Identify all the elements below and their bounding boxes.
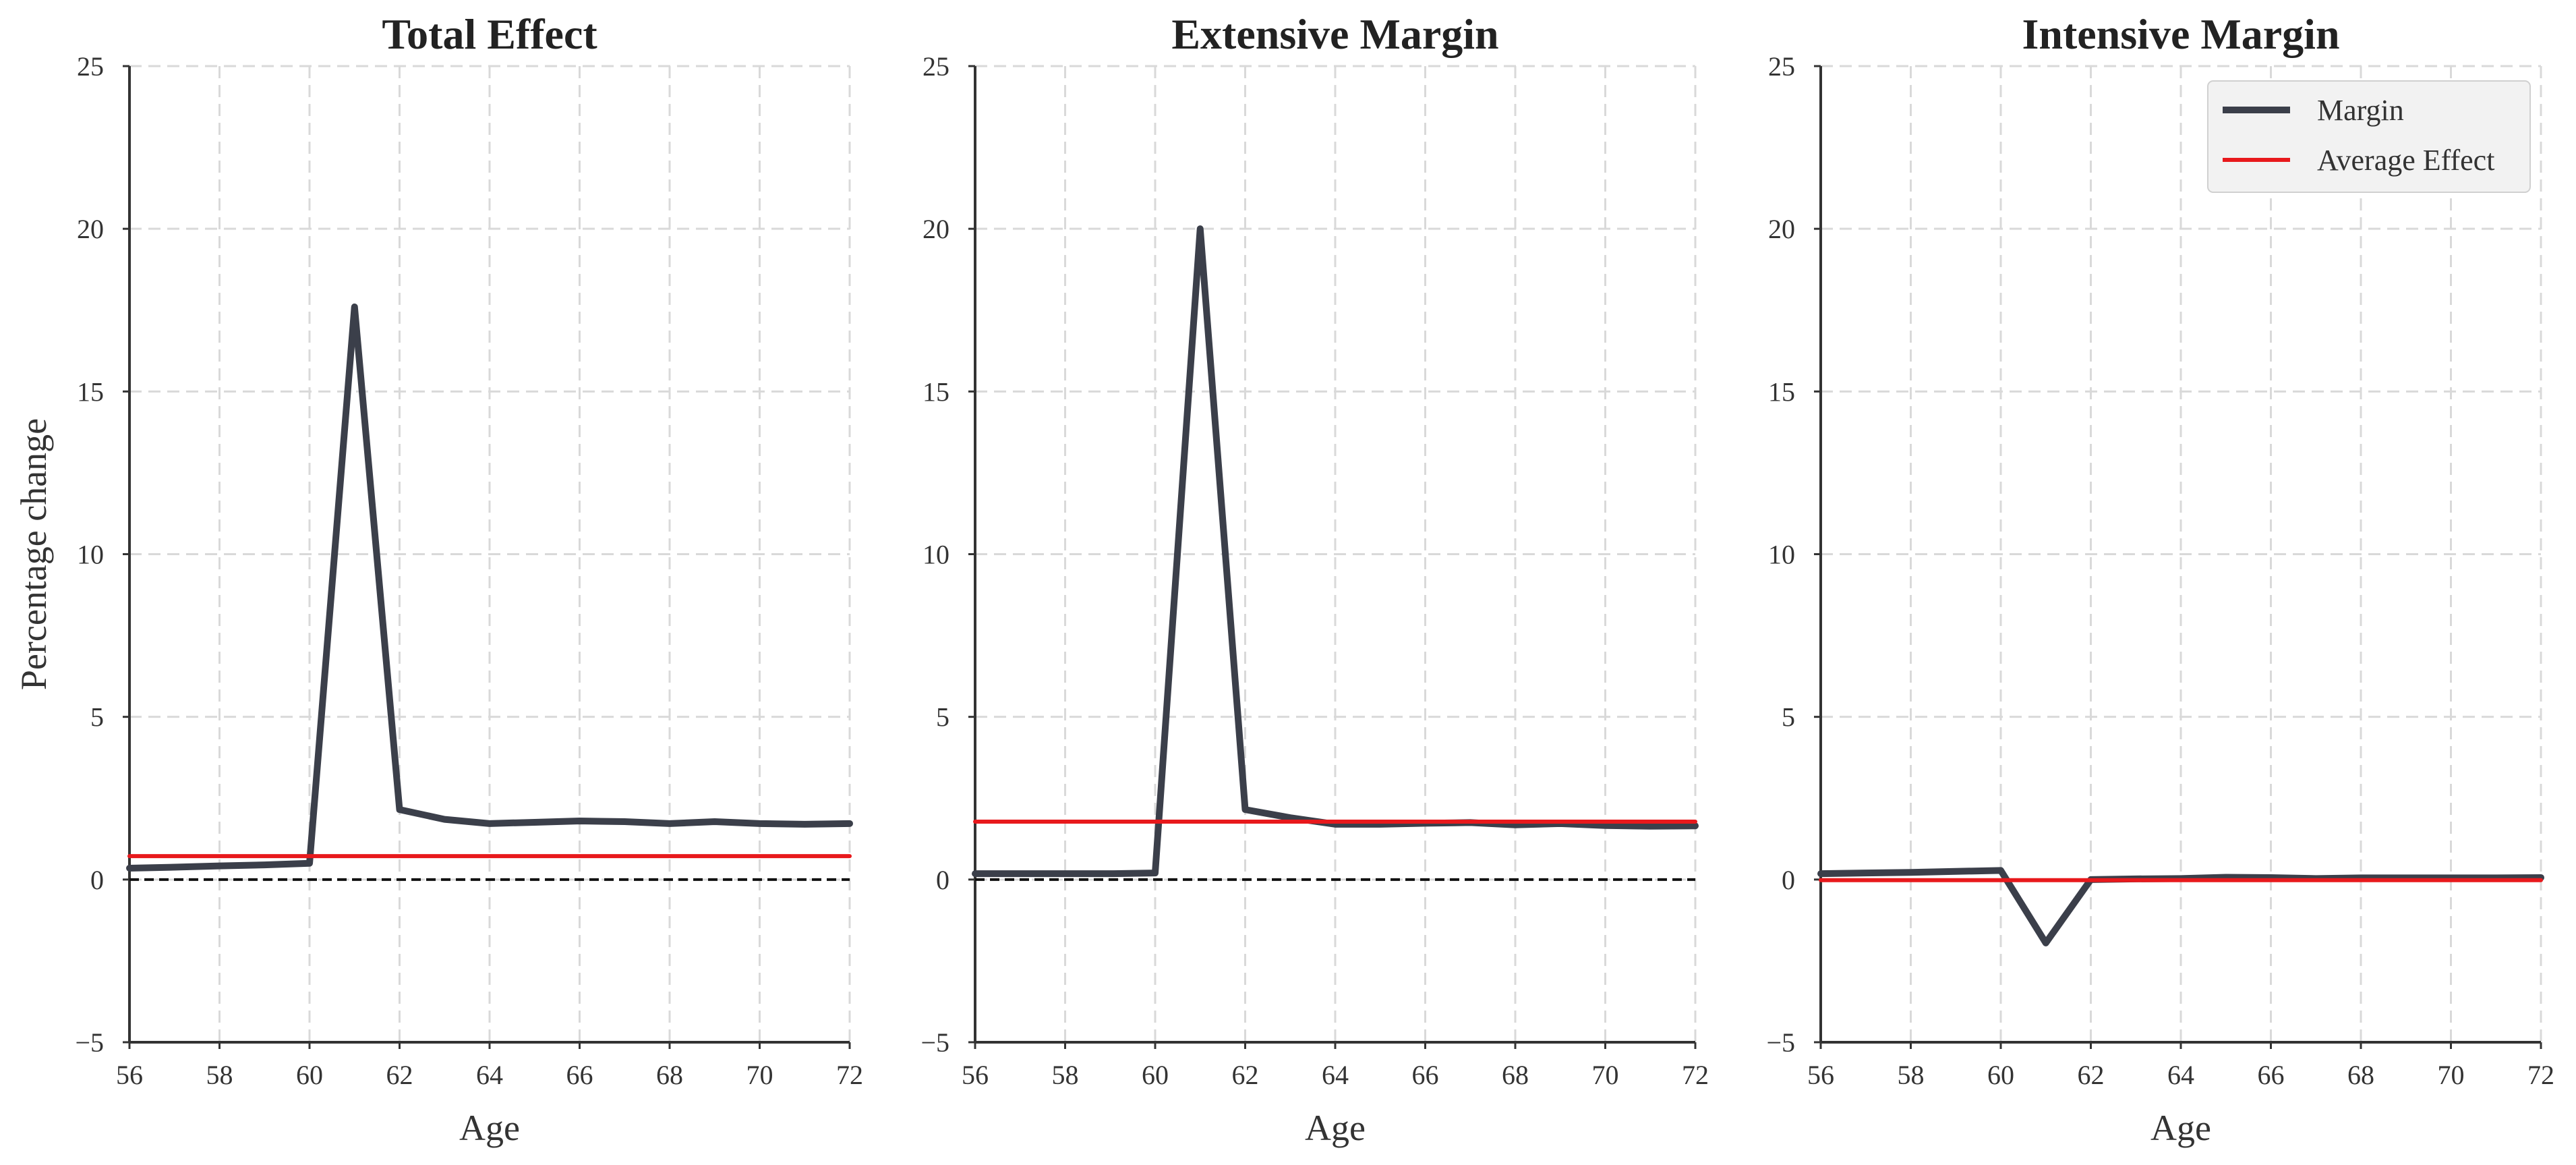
y-tick-label: 5	[1782, 702, 1795, 733]
y-tick-label: 15	[923, 376, 949, 407]
y-axis-label: Percentage change	[13, 418, 54, 690]
y-tick-label: −5	[1766, 1027, 1795, 1058]
y-tick-label: −5	[75, 1027, 104, 1058]
chart-panel-3: Intensive Margin 56 58 60 62 64 66 68 70 72 −5 0 5 10…	[1766, 10, 2554, 1148]
x-tick-label: 64	[1322, 1060, 1349, 1090]
y-tick-label: 10	[1768, 540, 1795, 570]
x-tick-label: 72	[836, 1060, 863, 1090]
y-tick-label: −5	[920, 1027, 949, 1058]
x-tick-label: 70	[2438, 1060, 2465, 1090]
x-tick-label: 64	[476, 1060, 503, 1090]
x-tick-label: 56	[116, 1060, 143, 1090]
x-tick-label: 58	[206, 1060, 233, 1090]
series-group	[1817, 867, 2544, 946]
y-tick-label: 0	[936, 865, 949, 895]
panel-title: Extensive Margin	[1171, 10, 1498, 58]
y-tick-label: 10	[923, 540, 949, 570]
x-tick-label: 56	[962, 1060, 989, 1090]
x-tick-label: 64	[2167, 1060, 2194, 1090]
grid	[128, 65, 851, 1044]
x-tick-label: 66	[1412, 1060, 1439, 1090]
series-group	[972, 225, 1699, 878]
chart-panel-2: Extensive Margin 56 58 60 62 64 66 68 70 72 −5 0 5 10…	[920, 10, 1709, 1148]
x-axis-label: Age	[459, 1108, 520, 1148]
y-tick-label: 5	[90, 702, 104, 733]
chart-panel-1: Total Effect 56 58 60 62 64 66 68 70 72 −5 0 5 10 15 20…	[13, 10, 863, 1148]
x-axis-label: Age	[2150, 1108, 2211, 1148]
panel-title: Intensive Margin	[2022, 10, 2339, 58]
x-tick-label: 68	[656, 1060, 683, 1090]
x-tick-label: 66	[566, 1060, 593, 1090]
y-tick-label: 25	[1768, 51, 1795, 82]
legend-label: Margin	[2317, 94, 2404, 127]
x-tick-label: 70	[747, 1060, 773, 1090]
x-tick-label: 72	[2527, 1060, 2554, 1090]
series-group	[126, 303, 853, 872]
y-tick-label: 20	[1768, 214, 1795, 244]
series-line-margin	[972, 225, 1699, 878]
x-tick-label: 60	[1987, 1060, 2014, 1090]
grid	[1819, 65, 2542, 1044]
series-line-margin	[126, 303, 853, 872]
x-tick-label: 68	[2347, 1060, 2374, 1090]
legend-label: Average Effect	[2317, 144, 2494, 177]
x-tick-label: 62	[1232, 1060, 1259, 1090]
panels-container: Total Effect 56 58 60 62 64 66 68 70 72 −5 0 5 10 15 20…	[13, 10, 2554, 1148]
x-tick-label: 70	[1592, 1060, 1619, 1090]
y-tick-label: 15	[1768, 376, 1795, 407]
y-tick-label: 5	[936, 702, 949, 733]
y-tick-label: 20	[923, 214, 949, 244]
x-tick-label: 60	[296, 1060, 323, 1090]
x-tick-label: 62	[2078, 1060, 2105, 1090]
x-tick-label: 60	[1142, 1060, 1169, 1090]
x-tick-label: 58	[1052, 1060, 1079, 1090]
y-tick-label: 25	[77, 51, 104, 82]
legend: Margin Average Effect	[2207, 80, 2531, 193]
x-tick-label: 72	[1682, 1060, 1709, 1090]
x-tick-label: 58	[1898, 1060, 1925, 1090]
y-tick-label: 15	[77, 376, 104, 407]
x-tick-label: 56	[1807, 1060, 1834, 1090]
y-tick-label: 0	[1782, 865, 1795, 895]
panel-title: Total Effect	[382, 10, 597, 58]
x-axis-label: Age	[1305, 1108, 1366, 1148]
y-tick-label: 25	[923, 51, 949, 82]
grid	[974, 65, 1697, 1044]
x-tick-label: 66	[2258, 1060, 2285, 1090]
y-tick-label: 20	[77, 214, 104, 244]
x-tick-label: 62	[386, 1060, 413, 1090]
x-tick-label: 68	[1502, 1060, 1529, 1090]
y-tick-label: 10	[77, 540, 104, 570]
y-tick-label: 0	[90, 865, 104, 895]
